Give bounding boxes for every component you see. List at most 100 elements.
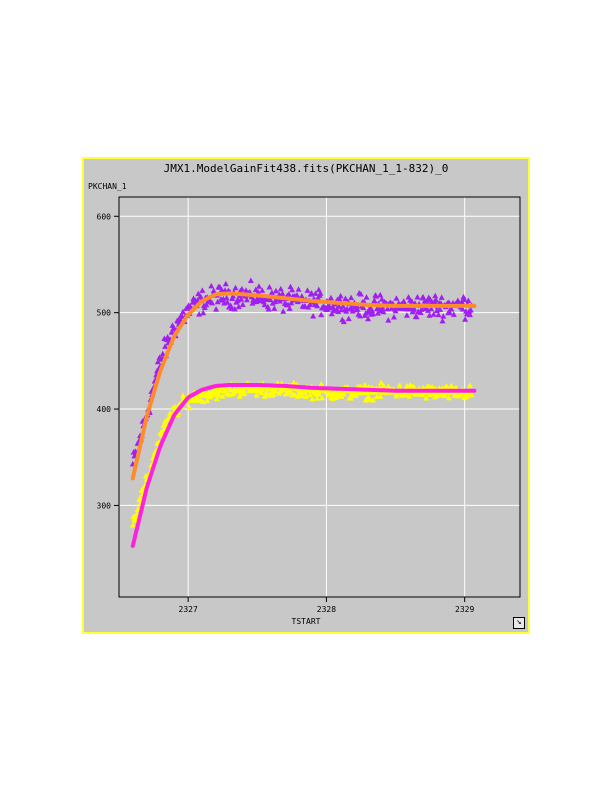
data-point-marker <box>406 393 413 399</box>
data-point-marker <box>255 283 262 289</box>
data-point-marker <box>265 306 272 312</box>
data-point-marker <box>204 397 211 403</box>
data-point-marker <box>235 303 242 310</box>
data-point-marker <box>445 299 452 305</box>
data-point-marker <box>289 286 296 293</box>
data-point-marker <box>215 392 222 398</box>
data-point-marker <box>203 301 210 308</box>
data-point-marker <box>450 311 457 317</box>
data-point-marker <box>357 291 364 297</box>
data-point-marker <box>159 350 166 357</box>
data-point-marker <box>232 284 239 291</box>
data-point-marker <box>340 318 347 325</box>
data-point-marker <box>448 305 455 312</box>
data-point-marker <box>369 396 376 403</box>
data-point-marker <box>298 392 305 399</box>
data-point-marker <box>439 317 446 324</box>
data-point-marker <box>302 393 309 400</box>
data-point-marker <box>259 287 266 293</box>
data-point-marker <box>348 395 355 401</box>
data-point-marker <box>264 391 271 397</box>
x-tick-label: 2329 <box>455 605 474 614</box>
data-point-marker <box>243 287 250 293</box>
data-point-marker <box>318 311 325 318</box>
data-point-marker <box>213 395 220 402</box>
data-point-marker <box>396 382 403 388</box>
data-point-marker <box>314 395 321 401</box>
data-point-marker <box>223 294 230 301</box>
data-point-marker <box>298 293 305 299</box>
plot-title: JMX1.ModelGainFit438.fits(PKCHAN_1_1-832… <box>163 162 449 175</box>
data-point-marker <box>363 294 370 300</box>
data-point-marker <box>371 297 378 304</box>
upper-fit-curve <box>130 291 477 481</box>
data-point-marker <box>360 304 367 311</box>
data-point-marker <box>253 392 260 398</box>
data-point-marker <box>224 299 231 305</box>
data-point-marker <box>276 298 283 304</box>
data-point-marker <box>354 306 361 312</box>
y-tick-label: 600 <box>97 212 112 221</box>
data-point-marker <box>468 391 475 398</box>
data-point-marker <box>266 284 273 290</box>
data-point-marker <box>200 309 207 316</box>
data-point-marker <box>219 393 226 399</box>
data-point-marker <box>360 389 367 396</box>
data-point-marker <box>466 382 473 388</box>
data-point-marker <box>327 294 334 301</box>
data-point-marker <box>267 296 274 303</box>
data-point-marker <box>437 306 444 312</box>
data-point-marker <box>255 288 262 295</box>
data-point-marker <box>171 324 178 331</box>
data-point-marker <box>291 391 298 397</box>
data-point-marker <box>199 287 206 293</box>
data-point-marker <box>308 289 315 296</box>
data-point-marker <box>420 293 427 300</box>
data-point-marker <box>239 301 246 307</box>
y-tick-label: 500 <box>97 309 112 318</box>
data-point-marker <box>428 305 435 312</box>
data-point-marker <box>307 387 314 393</box>
data-point-marker <box>231 305 238 312</box>
data-point-marker <box>280 308 287 314</box>
data-point-marker <box>238 296 245 302</box>
data-point-marker <box>222 280 229 287</box>
data-point-marker <box>377 291 384 298</box>
data-point-marker <box>269 300 276 306</box>
data-point-marker <box>380 382 387 389</box>
data-point-marker <box>214 298 221 305</box>
data-point-marker <box>435 311 442 318</box>
data-point-marker <box>186 404 193 411</box>
data-point-marker <box>411 305 418 312</box>
data-point-marker <box>208 282 215 289</box>
data-point-marker <box>315 390 322 397</box>
y-tick-label: 300 <box>97 501 112 510</box>
data-point-marker <box>194 395 201 401</box>
data-point-marker <box>290 379 297 386</box>
data-point-marker <box>304 287 311 293</box>
data-point-marker <box>423 395 430 401</box>
data-point-marker <box>337 292 344 299</box>
data-point-marker <box>466 311 473 318</box>
data-point-marker <box>314 302 321 309</box>
data-point-marker <box>432 292 439 299</box>
data-point-marker <box>413 313 420 320</box>
data-point-marker <box>129 522 136 528</box>
data-point-marker <box>293 292 300 298</box>
data-point-marker <box>424 298 431 304</box>
resize-arrow-icon[interactable]: ↘ <box>513 617 525 629</box>
y-axis-label: PKCHAN_1 <box>88 182 127 191</box>
plot-window: JMX1.ModelGainFit438.fits(PKCHAN_1_1-832… <box>82 157 530 634</box>
data-point-marker <box>417 309 424 316</box>
data-point-marker <box>197 293 204 300</box>
data-point-marker <box>241 390 248 396</box>
data-point-marker <box>272 298 279 305</box>
x-tick-label: 2328 <box>317 605 336 614</box>
x-axis-label: TSTART <box>291 617 321 626</box>
data-point-marker <box>418 306 425 312</box>
data-point-marker <box>272 388 279 394</box>
data-point-marker <box>465 297 472 304</box>
data-point-marker <box>295 286 302 292</box>
data-point-marker <box>154 358 161 365</box>
data-point-marker <box>369 307 376 314</box>
